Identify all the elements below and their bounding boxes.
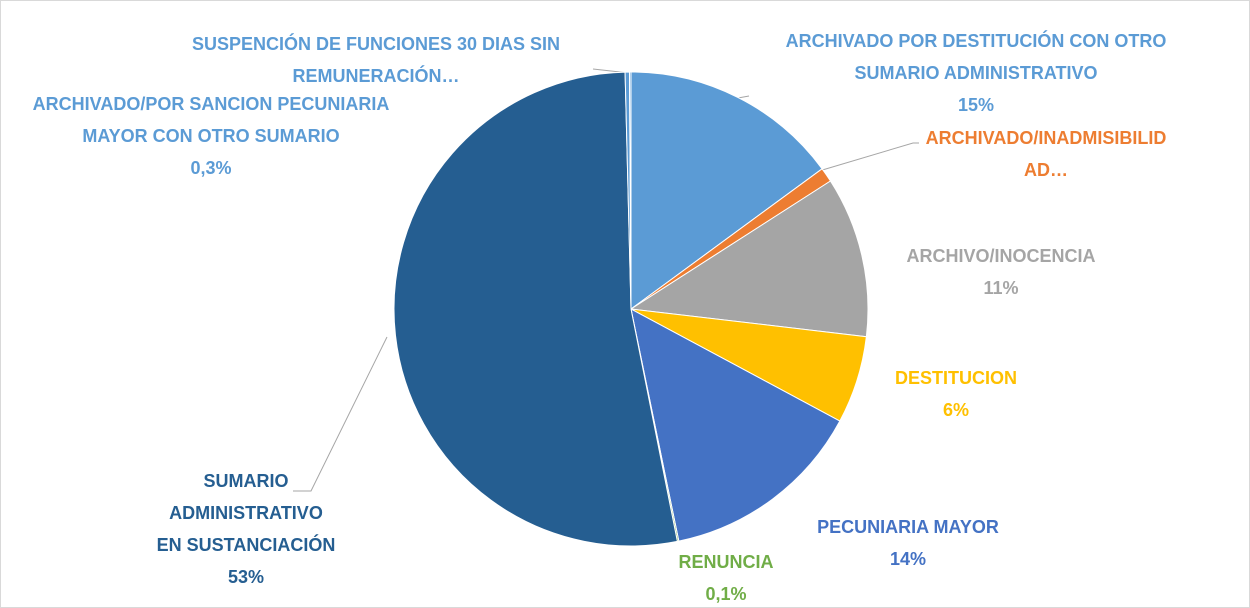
pie-slice (630, 308, 841, 542)
category-label: DESTITUCION (894, 368, 1017, 388)
data-label: ARCHIVADO/INADMISIBILIDAD… (921, 122, 1171, 186)
data-label: ARCHIVADO POR DESTITUCIÓN CON OTRO SUMAR… (771, 25, 1181, 121)
data-label: RENUNCIA 0,1% (626, 546, 826, 607)
pie-slice (629, 180, 869, 338)
value-label: 0,3% (190, 158, 232, 178)
value-label: 6% (942, 400, 969, 420)
category-label: ARCHIVO/INOCENCIA (906, 246, 1096, 266)
category-label: ARCHIVADO/POR SANCION PECUNIARIA MAYOR C… (32, 94, 390, 146)
value-label: 0,1% (705, 584, 747, 604)
leader-line (737, 95, 750, 99)
data-label: DESTITUCION 6% (806, 362, 1106, 426)
category-label: SUSPENCIÓN DE FUNCIONES 30 DIAS SIN REMU… (191, 34, 561, 86)
pie-slice (630, 71, 823, 310)
data-label: ARCHIVADO/POR SANCION PECUNIARIA MAYOR C… (21, 88, 401, 184)
value-label: 15% (957, 95, 995, 115)
slices (393, 71, 869, 547)
leader-line (818, 142, 919, 172)
category-label: ARCHIVADO/INADMISIBILIDAD… (925, 128, 1167, 180)
data-label: SUMARIO ADMINISTRATIVO EN SUSTANCIACIÓN 5… (155, 465, 337, 593)
data-label: PECUNIARIA MAYOR 14% (758, 511, 1058, 575)
data-label: SUSPENCIÓN DE FUNCIONES 30 DIAS SIN REMU… (156, 28, 596, 92)
category-label: ARCHIVADO POR DESTITUCIÓN CON OTRO SUMAR… (785, 31, 1167, 83)
value-label: 53% (227, 567, 265, 587)
category-label: PECUNIARIA MAYOR (817, 517, 999, 537)
value-label: 11% (983, 278, 1019, 298)
pie-slice (393, 71, 678, 547)
data-label: ARCHIVO/INOCENCIA 11% (885, 240, 1117, 304)
leader-line (293, 336, 388, 492)
category-label: SUMARIO ADMINISTRATIVO EN SUSTANCIACIÓN (156, 471, 336, 555)
pie-slice (629, 71, 632, 310)
value-label: 14% (889, 549, 927, 569)
category-label: RENUNCIA (678, 552, 774, 572)
